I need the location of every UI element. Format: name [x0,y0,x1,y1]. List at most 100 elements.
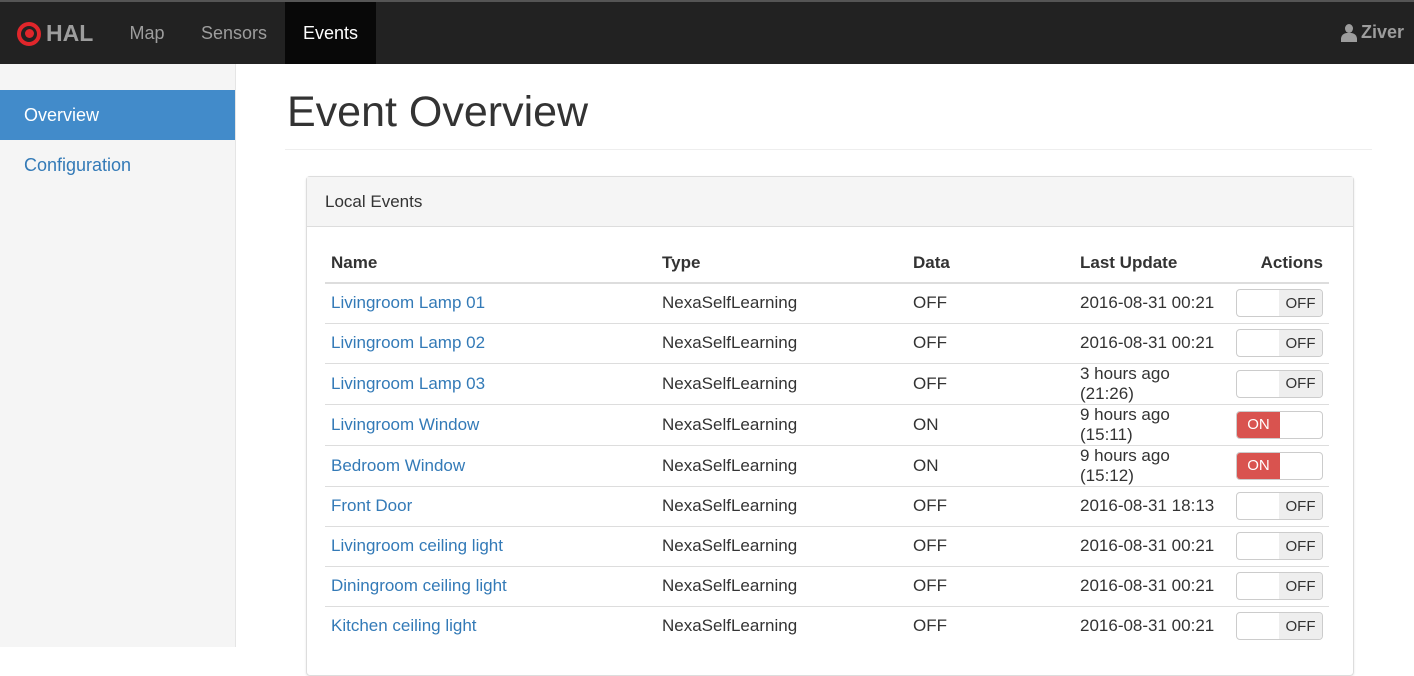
event-type: NexaSelfLearning [656,525,907,566]
event-data: ON [907,403,1074,445]
event-link[interactable]: Livingroom ceiling light [331,536,503,555]
sidebar: Overview Configuration [0,64,236,647]
nav-map[interactable]: Map [129,23,165,43]
toggle-state: OFF [1279,533,1322,559]
toggle-state: OFF [1279,613,1322,640]
event-toggle[interactable]: OFF [1236,289,1323,318]
event-link[interactable]: Livingroom Lamp 03 [331,373,486,393]
event-type: NexaSelfLearning [656,282,907,323]
event-last-update: 3 hours ago (21:26) [1074,362,1230,404]
event-link[interactable]: Livingroom Lamp 01 [331,293,486,313]
user-menu[interactable]: Ziver [1340,22,1404,43]
local-events-panel: Local Events Name Type Data Last Update … [306,176,1354,676]
event-name: Front Door [325,485,656,526]
event-actions: OFF [1230,282,1329,323]
event-link[interactable]: Livingroom Lamp 02 [331,333,486,352]
event-last-update: 2016-08-31 00:21 [1074,282,1230,323]
event-type: NexaSelfLearning [656,605,907,646]
col-actions: Actions [1230,243,1329,284]
col-data: Data [907,243,1074,284]
toggle-state: OFF [1279,330,1322,356]
sidebar-item-overview[interactable]: Overview [0,90,235,140]
event-data: OFF [907,282,1074,323]
event-actions: OFF [1230,362,1329,404]
event-toggle[interactable]: OFF [1236,329,1323,357]
event-link[interactable]: Livingroom Window [331,414,480,434]
table-row: Diningroom ceiling light NexaSelfLearnin… [325,565,1329,606]
event-actions: OFF [1230,525,1329,566]
event-type: NexaSelfLearning [656,403,907,445]
page-title: Event Overview [287,88,589,136]
event-last-update: 2016-08-31 18:13 [1074,485,1230,526]
event-last-update: 2016-08-31 00:21 [1074,565,1230,606]
table-row: Kitchen ceiling light NexaSelfLearning O… [325,605,1329,646]
toggle-state: ON [1237,411,1280,438]
event-toggle[interactable]: OFF [1236,492,1323,520]
event-link[interactable]: Kitchen ceiling light [331,616,477,636]
event-toggle[interactable]: ON [1236,451,1323,480]
toggle-state: OFF [1279,370,1322,397]
table-row: Livingroom Lamp 02 NexaSelfLearning OFF … [325,322,1329,363]
toggle-state: OFF [1279,290,1322,317]
event-last-update: 2016-08-31 00:21 [1074,322,1230,363]
user-name: Ziver [1360,22,1404,42]
event-last-update: 9 hours ago (15:11) [1074,403,1230,445]
events-table: Name Type Data Last Update Actions Livin… [325,243,1329,646]
event-last-update: 2016-08-31 00:21 [1074,605,1230,646]
event-actions: OFF [1230,565,1329,606]
toggle-state: OFF [1279,573,1322,599]
event-actions: ON [1230,403,1329,445]
event-actions: OFF [1230,605,1329,646]
event-data: OFF [907,362,1074,404]
event-type: NexaSelfLearning [656,362,907,404]
event-toggle[interactable]: OFF [1236,369,1323,398]
event-actions: ON [1230,444,1329,486]
event-name: Livingroom Lamp 02 [325,322,656,363]
table-row: Front Door NexaSelfLearning OFF 2016-08-… [325,485,1329,526]
event-toggle[interactable]: OFF [1236,532,1323,560]
event-last-update: 9 hours ago (15:12) [1074,444,1230,486]
toggle-state: OFF [1279,493,1322,519]
sidebar-item-configuration[interactable]: Configuration [24,155,132,175]
event-data: OFF [907,322,1074,363]
event-type: NexaSelfLearning [656,322,907,363]
table-row: Livingroom ceiling light NexaSelfLearnin… [325,525,1329,566]
event-data: ON [907,444,1074,486]
event-toggle[interactable]: ON [1236,410,1323,439]
brand[interactable]: HAL [17,20,93,47]
event-link[interactable]: Bedroom Window [331,455,466,475]
event-type: NexaSelfLearning [656,565,907,606]
table-row: Livingroom Lamp 03 NexaSelfLearning OFF … [325,362,1329,404]
table-row: Bedroom Window NexaSelfLearning ON 9 hou… [325,444,1329,486]
target-logo-icon [17,21,41,46]
event-last-update: 2016-08-31 00:21 [1074,525,1230,566]
event-data: OFF [907,605,1074,646]
event-data: OFF [907,485,1074,526]
nav-sensors[interactable]: Sensors [200,23,268,43]
nav-events[interactable]: Events [285,2,376,64]
event-type: NexaSelfLearning [656,444,907,486]
event-link[interactable]: Diningroom ceiling light [331,576,507,595]
user-icon [1340,23,1357,42]
event-type: NexaSelfLearning [656,485,907,526]
event-name: Livingroom ceiling light [325,525,656,566]
table-row: Livingroom Window NexaSelfLearning ON 9 … [325,403,1329,445]
col-name: Name [325,243,656,284]
event-name: Kitchen ceiling light [325,605,656,646]
event-link[interactable]: Front Door [331,496,413,515]
event-actions: OFF [1230,485,1329,526]
event-name: Diningroom ceiling light [325,565,656,606]
event-data: OFF [907,525,1074,566]
col-type: Type [656,243,907,284]
event-data: OFF [907,565,1074,606]
event-name: Livingroom Lamp 03 [325,362,656,404]
event-name: Livingroom Lamp 01 [325,282,656,323]
toggle-state: ON [1237,452,1280,479]
event-actions: OFF [1230,322,1329,363]
panel-title: Local Events [307,177,1353,227]
table-row: Livingroom Lamp 01 NexaSelfLearning OFF … [325,282,1329,323]
event-name: Bedroom Window [325,444,656,486]
divider [285,149,1372,150]
event-toggle[interactable]: OFF [1236,612,1323,641]
event-toggle[interactable]: OFF [1236,572,1323,600]
